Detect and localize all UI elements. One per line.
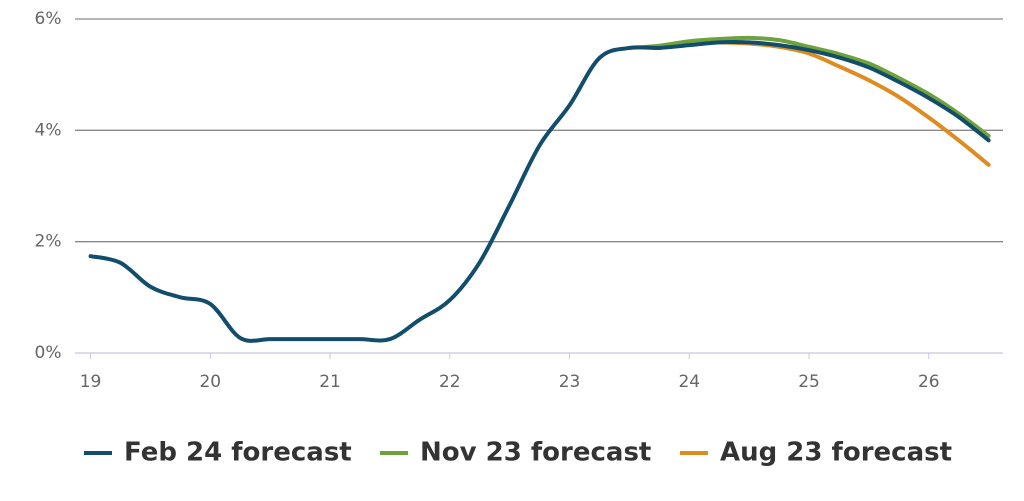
x-tick-label: 24 [678, 372, 700, 392]
x-tick-label: 25 [798, 372, 820, 392]
x-tick-label: 26 [918, 372, 940, 392]
series-line [627, 35, 991, 138]
y-tick-label: 6% [35, 9, 62, 29]
series-line [88, 40, 991, 343]
legend-label: Feb 24 forecast [124, 438, 352, 468]
y-tick-label: 2% [35, 232, 62, 252]
x-tick-label: 23 [559, 372, 581, 392]
x-tick-label: 19 [80, 372, 102, 392]
x-tick-label: 20 [199, 372, 221, 392]
x-tick-label: 21 [319, 372, 341, 392]
legend-label: Aug 23 forecast [720, 438, 952, 468]
y-tick-label: 4% [35, 120, 62, 140]
legend-label: Nov 23 forecast [420, 438, 651, 468]
y-tick-label: 0% [35, 343, 62, 363]
x-tick-label: 22 [439, 372, 461, 392]
